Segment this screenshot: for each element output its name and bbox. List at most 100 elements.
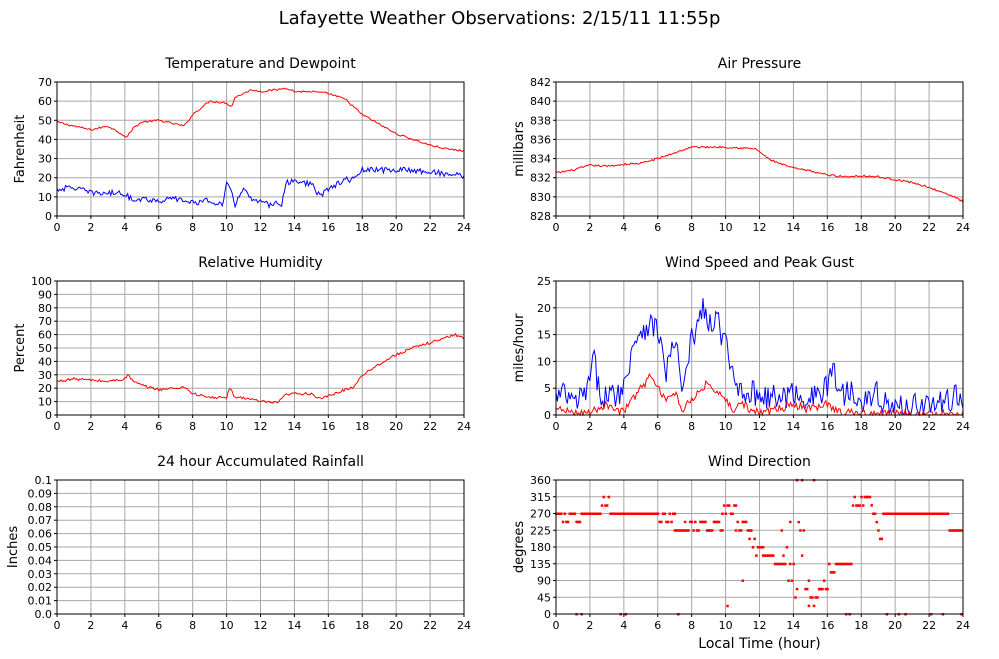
y-tick-label: 10	[38, 191, 52, 204]
x-tick-label: 24	[956, 221, 970, 234]
y-tick-label: 50	[38, 342, 52, 355]
direction-point	[566, 520, 570, 524]
direction-point	[743, 520, 746, 524]
x-tick-label: 24	[457, 619, 471, 632]
direction-point	[633, 512, 636, 515]
chart-title: Wind Speed and Peak Gust	[665, 255, 854, 271]
direction-point	[851, 504, 855, 507]
plot-frame	[555, 81, 964, 217]
direction-point	[900, 512, 904, 515]
x-tick-label: 8	[688, 420, 695, 433]
series-line	[555, 298, 964, 417]
direction-point	[926, 512, 929, 515]
y-tick-label: 0.1	[35, 474, 53, 487]
direction-point	[624, 512, 628, 515]
y-tick-label: 834	[530, 153, 551, 166]
x-tick-label: 14	[287, 221, 301, 234]
direction-point	[868, 495, 872, 499]
chart-title: Wind Direction	[708, 454, 811, 470]
x-tick-label: 10	[719, 619, 733, 632]
x-tick-label: 2	[87, 619, 94, 632]
x-tick-label: 20	[888, 420, 902, 433]
direction-point	[736, 520, 739, 524]
x-tick-label: 4	[121, 619, 128, 632]
direction-point	[858, 504, 862, 507]
y-tick-label: 0.02	[28, 581, 53, 594]
chart-title: Air Pressure	[718, 56, 801, 72]
y-tick-label: 0.07	[28, 514, 53, 527]
direction-point	[641, 512, 644, 515]
x-tick-label: 22	[922, 619, 936, 632]
y-tick-label: 838	[530, 114, 551, 127]
direction-point	[912, 512, 916, 515]
direction-point	[941, 512, 945, 515]
x-tick-label: 6	[155, 619, 162, 632]
x-tick-label: 22	[423, 221, 437, 234]
direction-point	[609, 512, 612, 515]
x-tick-label: 0	[54, 619, 61, 632]
direction-point	[670, 520, 673, 524]
direction-point	[690, 520, 694, 524]
direction-point	[636, 512, 639, 515]
x-tick-label: 0	[553, 619, 560, 632]
direction-point	[834, 562, 838, 566]
y-tick-label: 30	[38, 369, 52, 382]
direction-point	[892, 512, 895, 515]
y-tick-label: 0	[45, 409, 52, 422]
direction-point	[605, 504, 609, 507]
y-axis-label: millibars	[512, 121, 527, 177]
direction-point	[585, 512, 589, 515]
x-tick-label: 20	[888, 221, 902, 234]
direction-point	[760, 546, 763, 549]
direction-point	[758, 546, 761, 549]
direction-point	[582, 512, 585, 515]
direction-point	[639, 512, 643, 515]
direction-point	[614, 512, 617, 515]
direction-point	[897, 512, 901, 515]
series-line	[56, 165, 465, 210]
x-tick-label: 20	[888, 619, 902, 632]
direction-point	[917, 512, 921, 515]
x-tick-label: 22	[423, 619, 437, 632]
direction-point	[795, 587, 799, 591]
direction-point	[697, 529, 700, 532]
series-line	[555, 145, 964, 203]
x-tick-label: 6	[155, 420, 162, 433]
direction-point	[748, 529, 751, 532]
direction-point	[721, 529, 724, 532]
direction-point	[782, 554, 785, 557]
direction-point	[841, 562, 845, 566]
direction-point	[946, 512, 950, 515]
direction-point	[848, 562, 851, 566]
direction-point	[907, 512, 911, 515]
direction-point	[587, 512, 590, 515]
direction-point	[627, 512, 631, 515]
x-tick-label: 10	[719, 420, 733, 433]
direction-point	[766, 554, 770, 557]
plot-frame	[56, 81, 465, 217]
direction-point	[828, 562, 831, 566]
y-tick-label: 20	[38, 382, 52, 395]
x-tick-label: 18	[355, 619, 369, 632]
x-tick-label: 24	[457, 420, 471, 433]
direction-point	[683, 520, 687, 524]
direction-point	[865, 495, 868, 499]
direction-point	[922, 512, 926, 515]
direction-point	[610, 512, 614, 515]
direction-point	[675, 529, 678, 532]
x-tick-label: 0	[54, 221, 61, 234]
x-tick-label: 20	[389, 420, 403, 433]
direction-point	[592, 512, 595, 515]
y-axis-label: degrees	[512, 521, 527, 574]
direction-point	[861, 504, 865, 507]
direction-point	[785, 546, 789, 549]
x-tick-label: 16	[321, 420, 335, 433]
x-tick-label: 16	[321, 619, 335, 632]
y-axis-label: Fahrenheit	[13, 115, 28, 184]
x-tick-label: 12	[254, 619, 268, 632]
y-tick-label: 50	[38, 114, 52, 127]
y-tick-label: 0.09	[28, 487, 53, 500]
direction-point	[775, 562, 778, 566]
